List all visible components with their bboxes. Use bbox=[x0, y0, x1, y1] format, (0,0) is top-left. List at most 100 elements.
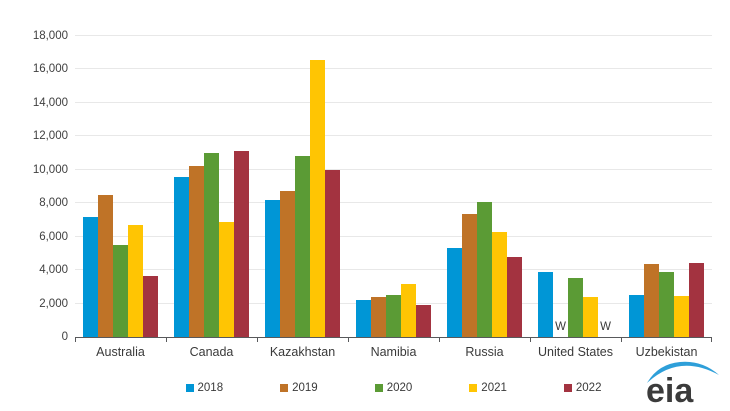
bar-group-uzbekistan bbox=[621, 36, 712, 337]
x-axis-label: Namibia bbox=[370, 345, 417, 359]
legend-swatch bbox=[280, 384, 289, 392]
bar-2021 bbox=[219, 221, 234, 337]
x-axis-label: Russia bbox=[465, 345, 504, 359]
legend-item-2022: 2022 bbox=[563, 382, 602, 394]
axis-tick bbox=[530, 338, 531, 342]
bar-group-russia bbox=[439, 36, 530, 337]
bar-2021 bbox=[128, 224, 143, 337]
bar-2021 bbox=[401, 283, 416, 337]
bar-2020 bbox=[659, 271, 674, 337]
bar-2022 bbox=[507, 256, 522, 337]
y-axis-label: 8,000 bbox=[39, 197, 68, 210]
gridline bbox=[75, 168, 712, 170]
legend-item-2019: 2019 bbox=[280, 382, 318, 394]
bar-2018 bbox=[538, 271, 553, 337]
bar-2020 bbox=[204, 153, 219, 337]
eia-logo: eia bbox=[644, 360, 722, 411]
x-axis-label: Canada bbox=[189, 345, 234, 359]
bar-2020 bbox=[568, 277, 583, 337]
bar-2021 bbox=[674, 296, 689, 337]
gridline bbox=[75, 68, 712, 70]
legend-swatch bbox=[374, 384, 383, 392]
legend-item-2018: 2018 bbox=[185, 382, 224, 394]
legend-label: 2021 bbox=[481, 382, 507, 394]
axis-tick bbox=[348, 338, 349, 342]
x-axis-labels: Australia Canada Kazakhstan Namibia Russia Un… bbox=[75, 345, 712, 359]
y-axis: 0 2,000 4,000 6,000 8,000 10,000 12,000 14,000 1… bbox=[0, 30, 68, 343]
gridline bbox=[75, 269, 712, 271]
axis-tick bbox=[621, 338, 622, 342]
y-axis-label: 10,000 bbox=[32, 163, 68, 176]
bar-2022 bbox=[689, 262, 704, 337]
gridline bbox=[75, 135, 712, 137]
y-axis-label: 6,000 bbox=[39, 230, 68, 243]
withheld-value-2022: W bbox=[600, 321, 611, 333]
y-axis-label: 14,000 bbox=[32, 96, 68, 109]
bar-2022 bbox=[143, 275, 158, 337]
bar-2020 bbox=[113, 245, 128, 337]
y-axis-label: 4,000 bbox=[39, 264, 68, 277]
x-axis-label: Kazakhstan bbox=[269, 345, 336, 359]
axis-tick bbox=[711, 338, 712, 342]
axis-tick bbox=[256, 338, 258, 342]
legend-item-2020: 2020 bbox=[374, 382, 413, 394]
bar-2021 bbox=[310, 60, 325, 337]
bar-group-namibia bbox=[348, 36, 439, 337]
bar-2019 bbox=[280, 190, 295, 337]
gridline bbox=[75, 235, 712, 237]
y-axis-label: 16,000 bbox=[32, 63, 68, 76]
bar-2019 bbox=[644, 264, 659, 337]
x-axis-label: Australia bbox=[96, 345, 145, 359]
bar-group-canada bbox=[166, 36, 257, 337]
eia-swoosh-icon bbox=[647, 361, 719, 383]
y-axis-label: 12,000 bbox=[32, 130, 68, 143]
bar-group-kazakhstan bbox=[257, 36, 348, 337]
bar-2020 bbox=[477, 201, 492, 337]
axis-tick bbox=[165, 338, 167, 342]
bar-2018 bbox=[174, 177, 189, 337]
bar-group-australia bbox=[75, 36, 166, 337]
bar-2022 bbox=[234, 150, 249, 337]
legend-label: 2018 bbox=[197, 382, 224, 394]
y-axis-label: 2,000 bbox=[39, 297, 68, 310]
bar-2019 bbox=[98, 194, 113, 337]
bar-2018 bbox=[629, 295, 644, 337]
axis-tick bbox=[75, 338, 76, 342]
legend-label: 2020 bbox=[386, 382, 413, 394]
gridline bbox=[75, 101, 712, 103]
y-axis-label: 18,000 bbox=[32, 30, 68, 42]
gridline bbox=[75, 35, 712, 36]
bar-2019 bbox=[189, 166, 204, 337]
legend-label: 2019 bbox=[292, 382, 318, 394]
legend-item-2021: 2021 bbox=[469, 382, 507, 394]
bar-2020 bbox=[386, 295, 401, 337]
gridline bbox=[75, 202, 712, 204]
bar-2021 bbox=[583, 296, 598, 337]
eia-logo-graphic: eia bbox=[646, 361, 719, 410]
bar-2018 bbox=[265, 199, 280, 337]
axis-ticks bbox=[75, 337, 712, 342]
bar-2021 bbox=[492, 231, 507, 337]
legend-swatch bbox=[469, 384, 478, 392]
x-axis-label: Uzbekistan bbox=[635, 345, 698, 359]
y-axis-label: 0 bbox=[61, 331, 68, 343]
legend-swatch bbox=[185, 384, 194, 392]
bar-2018 bbox=[447, 247, 462, 337]
withheld-value-2019: W bbox=[555, 321, 566, 333]
x-axis-label: United States bbox=[537, 345, 614, 359]
bar-2018 bbox=[83, 216, 98, 337]
bar-2022 bbox=[416, 305, 431, 337]
bar-2020 bbox=[295, 155, 310, 337]
legend-label: 2022 bbox=[575, 382, 602, 394]
axis-tick bbox=[438, 338, 440, 342]
bar-2022 bbox=[325, 169, 340, 337]
legend: 2018 2019 2020 2021 2022 bbox=[75, 382, 712, 394]
bar-2018 bbox=[356, 300, 371, 337]
bar-2019 bbox=[462, 214, 477, 337]
eia-logo-text: eia bbox=[646, 372, 694, 406]
legend-swatch bbox=[563, 384, 572, 392]
